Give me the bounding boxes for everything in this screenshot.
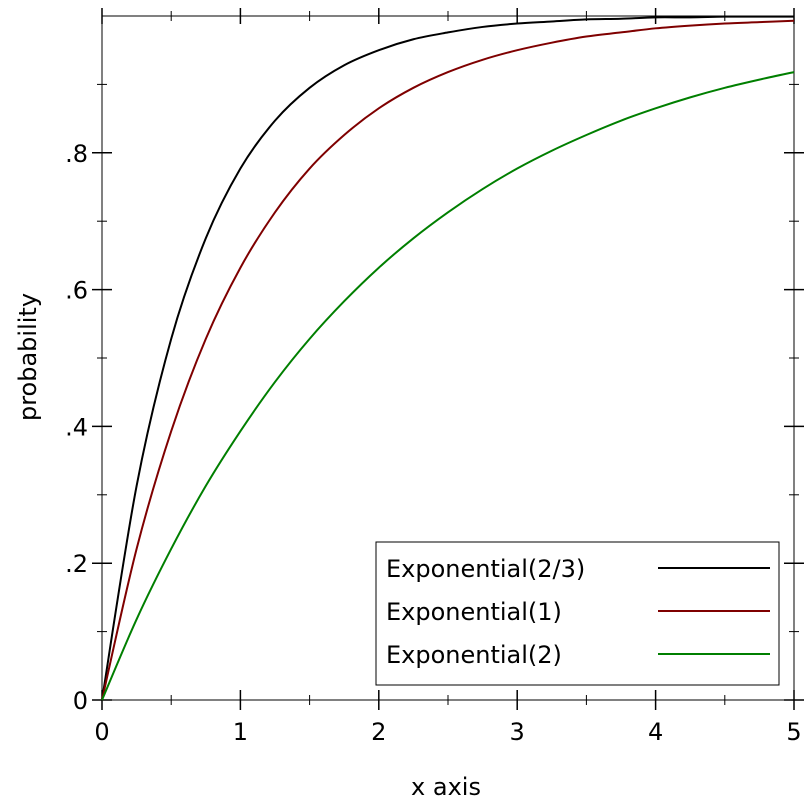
x-tick-label: 1 (233, 718, 248, 746)
series-line-1 (101, 19, 795, 701)
legend: Exponential(2/3) Exponential(1) Exponentia… (375, 541, 780, 686)
x-tick-label: 5 (786, 718, 801, 746)
legend-label: Exponential(2) (386, 641, 562, 669)
x-tick-label: 0 (94, 718, 109, 746)
x-axis-label: x axis (411, 773, 481, 801)
y-tick-label: 0 (73, 687, 88, 715)
x-tick-label: 2 (371, 718, 386, 746)
x-tick-label: 3 (510, 718, 525, 746)
tick-labels: 0 1 2 3 4 5 0 .2 .4 .6 .8 (65, 140, 802, 746)
y-tick-label: .4 (65, 413, 88, 441)
y-tick-label: .6 (65, 277, 88, 305)
y-tick-label: .8 (65, 140, 88, 168)
legend-label: Exponential(2/3) (386, 555, 585, 583)
series-line-0 (101, 15, 794, 701)
series-line-2 (101, 71, 795, 701)
y-tick-label: .2 (65, 550, 88, 578)
x-tick-label: 4 (648, 718, 663, 746)
series-lines (101, 15, 795, 701)
legend-label: Exponential(1) (386, 598, 562, 626)
y-axis-label: probability (14, 293, 42, 421)
legend-box (375, 541, 780, 686)
